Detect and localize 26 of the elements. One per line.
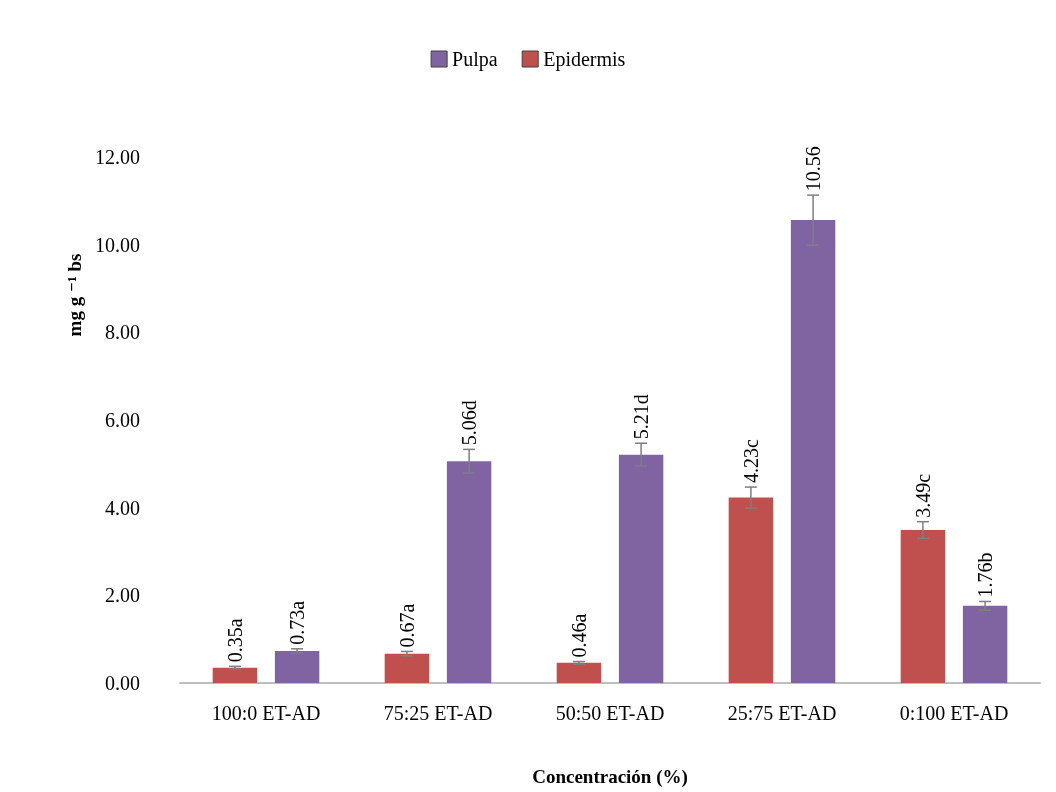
data-label: 4.23c <box>739 439 762 484</box>
data-label: 0.73a <box>286 600 309 645</box>
y-tick-label: 2.00 <box>105 584 140 607</box>
data-label: 0.35a <box>223 618 246 663</box>
y-tick-label: 8.00 <box>105 321 140 344</box>
data-label: 1.76b <box>974 552 997 598</box>
x-tick-label: 25:75 ET-AD <box>727 702 837 724</box>
data-label: 10.56 <box>802 146 825 192</box>
x-tick-label: 50:50 ET-AD <box>555 702 665 724</box>
y-tick-label: 4.00 <box>105 496 140 519</box>
legend-label: Epidermis <box>543 48 626 71</box>
legend-label: Pulpa <box>452 48 498 71</box>
y-tick-label: 6.00 <box>105 409 140 431</box>
data-label: 5.21d <box>630 394 653 440</box>
y-axis-title: mg g ⁻¹ bs <box>64 253 86 337</box>
data-label: 0.46a <box>567 613 590 658</box>
data-label: 3.49c <box>911 473 934 518</box>
y-tick-label: 12.00 <box>95 146 140 168</box>
x-tick-label: 0:100 ET-AD <box>899 702 1009 724</box>
y-tick-label: 0.00 <box>105 672 140 694</box>
x-tick-label: 100:0 ET-AD <box>211 702 321 724</box>
x-tick-label: 75:25 ET-AD <box>383 702 493 724</box>
data-label: 0.67a <box>395 603 418 648</box>
x-axis-title: Concentración (%) <box>532 766 688 788</box>
y-tick-label: 10.00 <box>95 233 140 256</box>
data-label: 5.06d <box>458 400 481 446</box>
